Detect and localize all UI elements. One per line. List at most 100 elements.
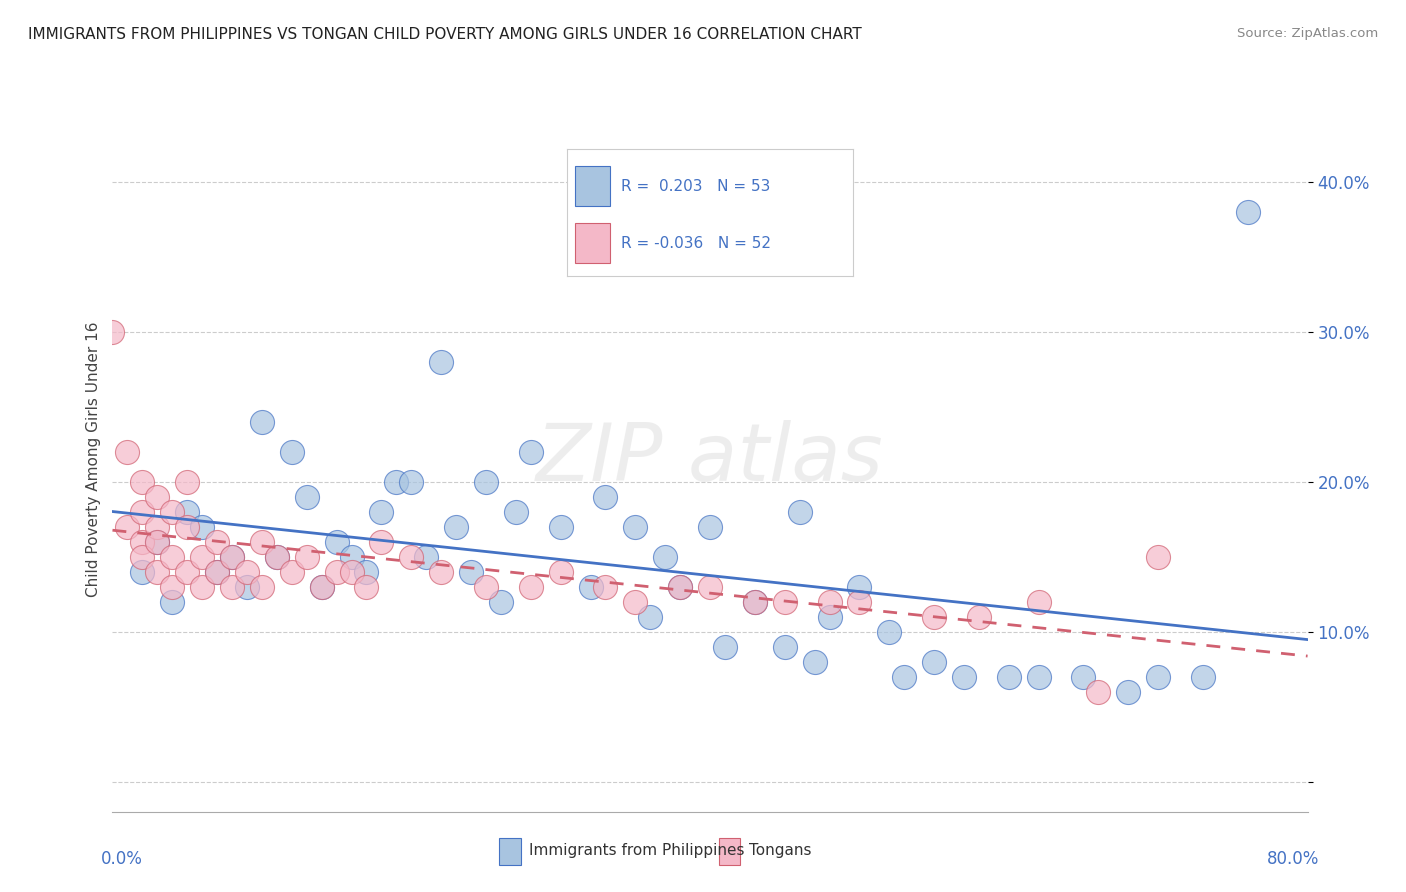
- Point: [1237, 205, 1260, 219]
- Point: [773, 595, 796, 609]
- Point: [295, 549, 318, 564]
- Point: [311, 580, 333, 594]
- Point: [250, 580, 273, 594]
- Point: [953, 670, 976, 684]
- Point: [146, 490, 169, 504]
- Point: [266, 549, 288, 564]
- Point: [773, 640, 796, 654]
- Point: [221, 580, 243, 594]
- Point: [162, 505, 183, 519]
- Text: 0.0%: 0.0%: [101, 850, 142, 869]
- Point: [356, 565, 378, 579]
- Point: [146, 565, 169, 579]
- Point: [1118, 685, 1140, 699]
- Y-axis label: Child Poverty Among Girls Under 16: Child Poverty Among Girls Under 16: [86, 322, 101, 597]
- Point: [340, 549, 363, 564]
- Point: [191, 520, 214, 534]
- Point: [1073, 670, 1095, 684]
- Point: [370, 534, 392, 549]
- Point: [250, 415, 273, 429]
- Point: [131, 549, 153, 564]
- Point: [325, 534, 347, 549]
- Point: [1147, 670, 1170, 684]
- Point: [669, 580, 692, 594]
- Point: [205, 534, 228, 549]
- Point: [893, 670, 915, 684]
- Point: [176, 520, 198, 534]
- Point: [146, 534, 169, 549]
- Point: [1087, 685, 1109, 699]
- Point: [460, 565, 482, 579]
- Point: [744, 595, 766, 609]
- Point: [430, 355, 453, 369]
- Point: [176, 505, 198, 519]
- Text: Source: ZipAtlas.com: Source: ZipAtlas.com: [1237, 27, 1378, 40]
- Point: [146, 534, 169, 549]
- Point: [162, 549, 183, 564]
- Point: [131, 565, 153, 579]
- Point: [401, 475, 423, 489]
- Point: [550, 520, 572, 534]
- Point: [131, 534, 153, 549]
- Point: [340, 565, 363, 579]
- Point: [848, 580, 870, 594]
- Point: [205, 565, 228, 579]
- Point: [595, 580, 617, 594]
- Text: IMMIGRANTS FROM PHILIPPINES VS TONGAN CHILD POVERTY AMONG GIRLS UNDER 16 CORRELA: IMMIGRANTS FROM PHILIPPINES VS TONGAN CH…: [28, 27, 862, 42]
- Point: [370, 505, 392, 519]
- Point: [131, 505, 153, 519]
- Point: [385, 475, 408, 489]
- Point: [250, 534, 273, 549]
- Point: [699, 520, 721, 534]
- Point: [744, 595, 766, 609]
- Point: [176, 565, 198, 579]
- Point: [162, 595, 183, 609]
- Point: [475, 475, 498, 489]
- Point: [131, 475, 153, 489]
- Point: [1028, 670, 1050, 684]
- Point: [444, 520, 467, 534]
- Point: [699, 580, 721, 594]
- Point: [520, 580, 543, 594]
- Point: [998, 670, 1021, 684]
- Text: 80.0%: 80.0%: [1267, 850, 1320, 869]
- Point: [281, 565, 304, 579]
- Point: [311, 580, 333, 594]
- Point: [714, 640, 737, 654]
- Point: [295, 490, 318, 504]
- Point: [281, 445, 304, 459]
- Point: [176, 475, 198, 489]
- Point: [475, 580, 498, 594]
- Point: [191, 549, 214, 564]
- Point: [221, 549, 243, 564]
- Point: [191, 580, 214, 594]
- Point: [669, 580, 692, 594]
- Point: [430, 565, 453, 579]
- Point: [1028, 595, 1050, 609]
- Point: [356, 580, 378, 594]
- Point: [789, 505, 811, 519]
- Point: [624, 595, 647, 609]
- Point: [848, 595, 870, 609]
- Text: ZIP atlas: ZIP atlas: [536, 420, 884, 499]
- Point: [117, 520, 139, 534]
- Point: [579, 580, 602, 594]
- Point: [624, 520, 647, 534]
- Point: [640, 609, 662, 624]
- Point: [818, 595, 841, 609]
- Point: [117, 445, 139, 459]
- Point: [266, 549, 288, 564]
- Point: [101, 325, 124, 339]
- Point: [1147, 549, 1170, 564]
- Point: [654, 549, 676, 564]
- Point: [803, 655, 825, 669]
- Point: [967, 609, 990, 624]
- Point: [401, 549, 423, 564]
- Point: [415, 549, 437, 564]
- Point: [922, 609, 945, 624]
- Point: [236, 580, 259, 594]
- Point: [489, 595, 512, 609]
- Point: [595, 490, 617, 504]
- Point: [162, 580, 183, 594]
- Point: [520, 445, 543, 459]
